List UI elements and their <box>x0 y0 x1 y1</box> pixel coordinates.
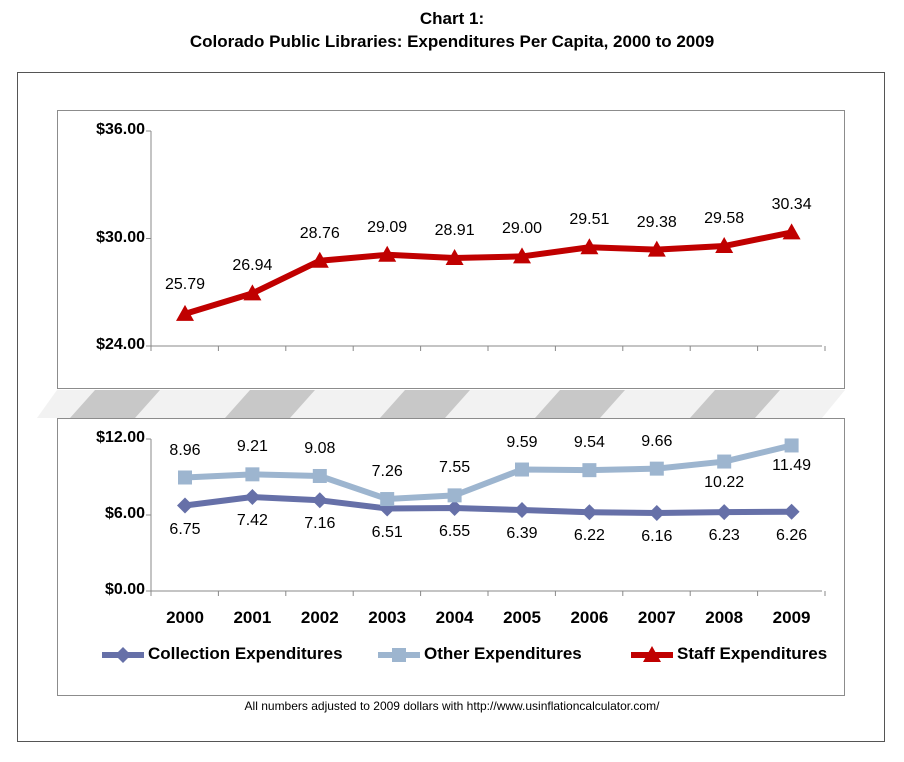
data-label: 29.58 <box>704 210 745 228</box>
data-point <box>580 238 599 255</box>
data-label: 9.54 <box>573 434 605 452</box>
chart-frame <box>17 72 885 742</box>
data-label: 25.79 <box>164 275 206 293</box>
data-point <box>378 245 397 262</box>
axis-break-stripe <box>690 390 780 418</box>
data-label: 6.75 <box>169 520 201 538</box>
data-point <box>446 500 463 517</box>
data-label: 28.91 <box>434 222 475 240</box>
y-tick-label: $36.00 <box>96 121 145 138</box>
data-label: 6.51 <box>371 523 403 541</box>
legend-item-staff-expenditures: Staff Expenditures <box>677 644 828 663</box>
legend-marker <box>115 647 131 663</box>
data-label: 6.22 <box>573 527 605 545</box>
chart-title-line1: Chart 1: <box>419 9 485 28</box>
data-label: 9.66 <box>641 432 673 450</box>
data-label: 7.26 <box>371 463 403 481</box>
x-tick-label: 2002 <box>300 608 339 627</box>
data-label: 29.00 <box>501 220 543 238</box>
legend-marker <box>643 646 661 662</box>
data-label: 29.09 <box>367 218 408 236</box>
data-label: 9.59 <box>506 433 538 451</box>
data-label: 29.38 <box>636 213 677 231</box>
series-line-collection-expenditures <box>184 494 792 516</box>
data-point <box>783 503 800 520</box>
data-point <box>513 247 531 264</box>
legend-item-other-expenditures: Other Expenditures <box>424 644 582 663</box>
data-point <box>647 240 666 257</box>
legend-marker <box>392 648 406 662</box>
footnote: All numbers adjusted to 2009 dollars wit… <box>244 699 660 713</box>
data-point <box>447 488 462 503</box>
data-label: 7.16 <box>304 515 336 533</box>
data-label: 7.42 <box>236 512 268 529</box>
data-point <box>445 249 464 266</box>
series-line-staff-expenditures <box>184 229 793 317</box>
data-label: 30.34 <box>771 196 812 214</box>
x-tick-label: 2001 <box>233 608 272 627</box>
data-point <box>648 504 665 521</box>
x-tick-label: 2000 <box>166 608 204 627</box>
x-tick-label: 2005 <box>503 608 541 627</box>
chart-title-line2: Colorado Public Libraries: Expenditures … <box>189 32 715 51</box>
data-point <box>582 463 597 478</box>
data-point <box>177 497 193 514</box>
data-point <box>310 251 329 268</box>
data-point <box>380 492 395 507</box>
data-point <box>716 504 733 521</box>
series-line-other-expenditures <box>184 442 793 503</box>
data-point <box>649 461 664 476</box>
x-tick-label: 2009 <box>772 608 811 627</box>
data-label: 9.21 <box>236 438 268 456</box>
data-label: 6.23 <box>708 527 740 545</box>
axis-break-stripe <box>70 390 160 418</box>
data-point <box>176 304 194 321</box>
data-point <box>515 462 529 477</box>
data-point <box>243 284 262 301</box>
data-label: 29.51 <box>569 211 610 229</box>
x-tick-label: 2003 <box>368 608 407 627</box>
data-point <box>514 502 530 519</box>
y-tick-label: $0.00 <box>104 581 145 598</box>
data-label: 7.55 <box>439 459 471 477</box>
data-point <box>784 438 799 453</box>
data-label: 6.26 <box>776 526 808 544</box>
x-tick-label: 2007 <box>637 608 676 627</box>
axis-break-stripe <box>535 390 625 418</box>
axis-break-stripe <box>380 390 470 418</box>
x-tick-label: 2006 <box>570 608 609 627</box>
data-point <box>717 454 732 469</box>
data-point <box>311 492 328 509</box>
x-tick-label: 2004 <box>435 608 474 627</box>
data-point <box>245 467 260 482</box>
y-tick-label: $12.00 <box>96 429 145 446</box>
y-tick-label: $30.00 <box>96 228 145 246</box>
x-tick-label: 2008 <box>705 608 744 627</box>
data-point <box>178 470 192 485</box>
legend-item-collection-expenditures: Collection Expenditures <box>148 644 343 663</box>
data-label: 6.16 <box>641 527 673 545</box>
data-label: 11.49 <box>772 457 812 475</box>
data-label: 10.22 <box>704 473 745 491</box>
data-label: 6.39 <box>506 525 538 543</box>
y-tick-label: $6.00 <box>104 505 145 522</box>
data-point <box>312 468 327 483</box>
data-label: 8.96 <box>169 441 201 459</box>
data-label: 9.08 <box>304 439 336 457</box>
y-tick-label: $24.00 <box>96 336 145 353</box>
data-point <box>782 223 801 240</box>
data-label: 26.94 <box>232 257 273 275</box>
data-point <box>715 237 734 254</box>
axis-break-stripe <box>225 390 315 418</box>
data-point <box>581 504 598 521</box>
data-point <box>244 489 261 506</box>
data-label: 6.55 <box>439 523 471 541</box>
data-label: 28.76 <box>299 224 340 242</box>
